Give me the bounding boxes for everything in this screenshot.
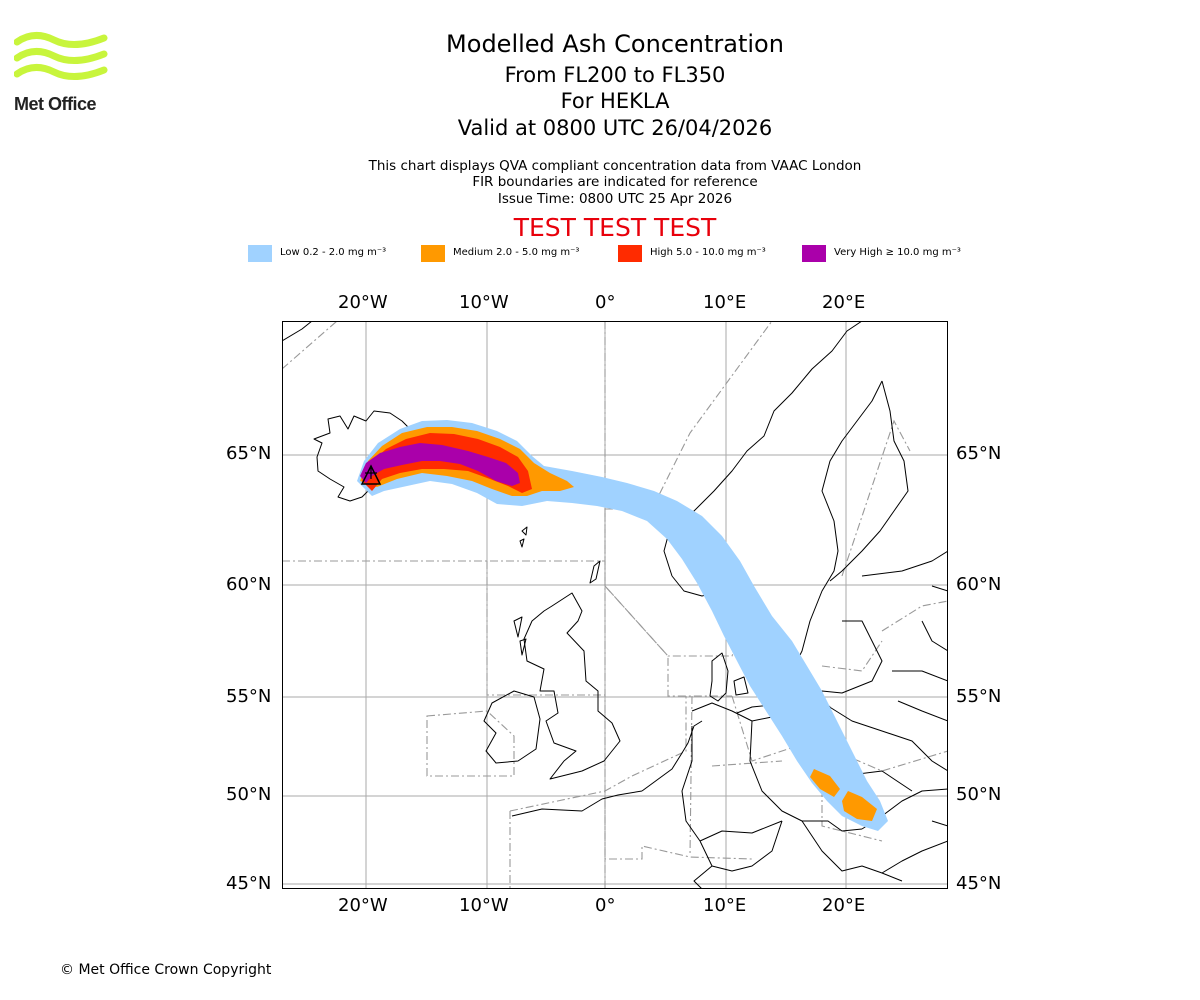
ash-map <box>282 321 948 889</box>
legend-label-medium: Medium 2.0 - 5.0 mg m⁻³ <box>453 247 580 258</box>
issue-time: Issue Time: 0800 UTC 25 Apr 2026 <box>497 191 733 207</box>
legend-swatch-low <box>248 245 272 262</box>
lat-tick-right-55n: 55°N <box>956 686 1002 707</box>
lon-tick-bottom-20e: 20°E <box>822 895 866 916</box>
legend-swatch-medium <box>421 245 445 262</box>
chart-title: Modelled Ash Concentration <box>446 30 784 58</box>
test-banner: TEST TEST TEST <box>513 213 717 242</box>
legend-label-low: Low 0.2 - 2.0 mg m⁻³ <box>280 247 387 258</box>
triangle-icon <box>360 464 382 485</box>
legend-swatch-very-high <box>802 245 826 262</box>
legend-label-very-high: Very High ≥ 10.0 mg m⁻³ <box>834 247 961 258</box>
lon-tick-top-0: 0° <box>595 292 616 313</box>
lon-tick-bottom-10e: 10°E <box>703 895 747 916</box>
lon-tick-top-20e: 20°E <box>822 292 866 313</box>
ash-medium-patch-1 <box>810 769 840 797</box>
lon-tick-top-20w: 20°W <box>338 292 388 313</box>
volcano-cross-icon <box>365 467 377 479</box>
lat-tick-left-65n: 65°N <box>226 443 272 464</box>
note-qva: This chart displays QVA compliant concen… <box>368 158 862 174</box>
lat-tick-left-55n: 55°N <box>226 686 272 707</box>
fir-boundaries <box>282 321 948 889</box>
lat-tick-left-45n: 45°N <box>226 873 272 894</box>
lat-tick-right-60n: 60°N <box>956 574 1002 595</box>
legend-swatch-high <box>618 245 642 262</box>
lat-tick-right-45n: 45°N <box>956 873 1002 894</box>
volcano-name: For HEKLA <box>560 89 670 113</box>
lon-tick-bottom-20w: 20°W <box>338 895 388 916</box>
legend-label-high: High 5.0 - 10.0 mg m⁻³ <box>650 247 766 258</box>
lat-tick-right-65n: 65°N <box>956 443 1002 464</box>
legend: Low 0.2 - 2.0 mg m⁻³ Medium 2.0 - 5.0 mg… <box>248 243 1008 263</box>
lat-tick-left-60n: 60°N <box>226 574 272 595</box>
valid-time: Valid at 0800 UTC 26/04/2026 <box>457 116 773 140</box>
logo-text: Met Office <box>14 94 97 114</box>
met-office-logo: Met Office <box>13 30 110 114</box>
lon-tick-top-10e: 10°E <box>703 292 747 313</box>
map-canvas <box>282 321 948 889</box>
met-office-waves-icon <box>13 32 108 80</box>
ash-medium-patch-2 <box>842 791 877 821</box>
note-fir: FIR boundaries are indicated for referen… <box>472 174 758 190</box>
map-border <box>282 321 948 889</box>
ash-very-high <box>360 443 520 486</box>
lon-tick-bottom-0: 0° <box>595 895 616 916</box>
lat-tick-right-50n: 50°N <box>956 784 1002 805</box>
copyright: © Met Office Crown Copyright <box>60 962 272 978</box>
lon-tick-top-10w: 10°W <box>459 292 509 313</box>
flight-level-range: From FL200 to FL350 <box>504 63 726 87</box>
lon-tick-bottom-10w: 10°W <box>459 895 509 916</box>
lat-tick-left-50n: 50°N <box>226 784 272 805</box>
